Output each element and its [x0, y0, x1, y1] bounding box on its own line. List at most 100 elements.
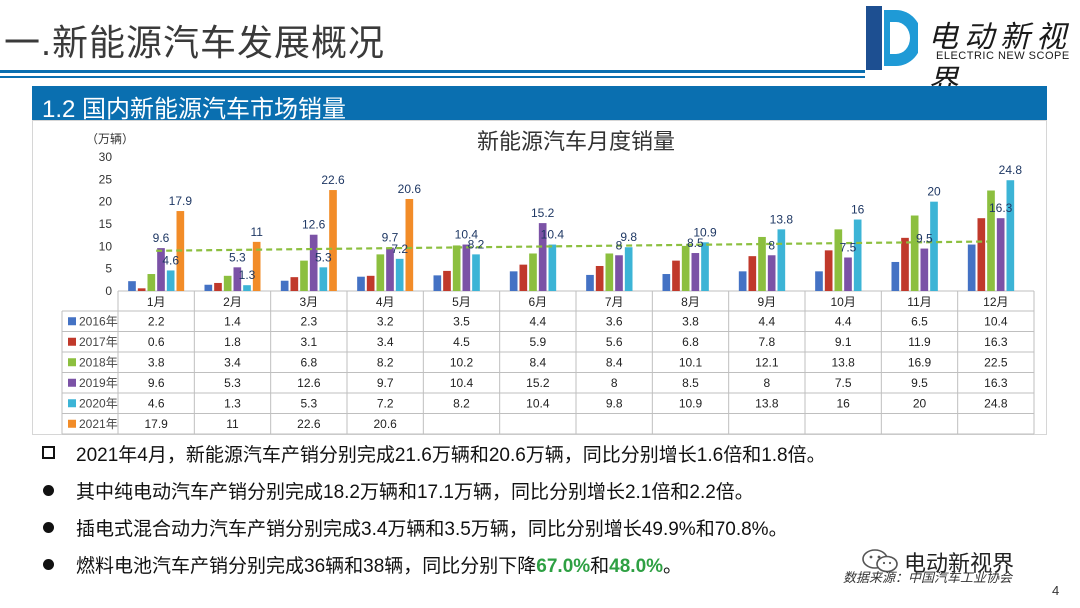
table-cell: 22.6	[297, 417, 321, 431]
data-label: 8	[616, 238, 623, 252]
legend-swatch	[68, 337, 76, 346]
dot-bullet-icon	[43, 522, 54, 533]
dot-bullet-icon	[43, 559, 54, 570]
bar	[443, 270, 451, 291]
table-cell: 10.4	[450, 376, 474, 390]
data-label: 9.6	[153, 231, 170, 245]
bar	[290, 277, 299, 291]
bar	[366, 275, 375, 291]
bar	[300, 260, 308, 291]
data-label: 5.3	[315, 250, 332, 264]
table-cell: 16.3	[984, 335, 1008, 349]
table-cell: 5.9	[529, 335, 546, 349]
y-tick-label: 20	[99, 195, 113, 209]
bar	[357, 276, 365, 291]
bar	[137, 288, 146, 291]
bar	[910, 215, 919, 291]
bar	[529, 253, 537, 291]
table-cell: 11	[226, 417, 239, 431]
bar	[662, 274, 671, 291]
slide-header: 一.新能源汽车发展概况	[0, 0, 1080, 80]
table-cell: 5.3	[300, 396, 317, 410]
bar	[758, 236, 766, 291]
table-cell: 15.2	[526, 376, 550, 390]
table-cell: 8.4	[606, 355, 623, 369]
table-cell: 11.9	[908, 335, 931, 349]
bar	[538, 223, 547, 291]
logo-wordmark: 电动新视界	[928, 20, 1072, 99]
table-cell: 0.6	[148, 335, 165, 349]
bar	[595, 265, 604, 291]
table-cell: 10.9	[679, 396, 703, 410]
table-cell: 8	[763, 376, 770, 390]
table-cell: 16.3	[984, 376, 1008, 390]
legend-swatch	[68, 378, 76, 387]
table-cell: 5.3	[224, 376, 241, 390]
bar	[405, 198, 414, 291]
x-tick-label: 10月	[830, 295, 855, 309]
table-cell: 3.5	[453, 314, 470, 328]
x-tick-label: 1月	[147, 295, 166, 309]
data-label: 11	[250, 225, 263, 239]
legend-swatch	[68, 358, 76, 367]
bar	[472, 254, 480, 291]
data-label: 9.8	[620, 230, 637, 244]
legend-label: 2020年	[79, 396, 118, 410]
data-label: 10.9	[693, 225, 717, 239]
table-cell: 7.8	[758, 335, 775, 349]
data-label: 24.8	[999, 163, 1023, 177]
bar	[395, 258, 404, 291]
table-cell: 12.1	[755, 355, 779, 369]
bar	[243, 285, 251, 291]
highlight-value: 48.0%	[609, 556, 664, 577]
data-label: 9.7	[382, 231, 399, 245]
table-cell: 22.5	[984, 355, 1008, 369]
legend-label: 2021年	[79, 417, 118, 431]
bar	[452, 245, 461, 291]
bar	[681, 245, 690, 291]
bar	[252, 241, 261, 291]
bar	[128, 281, 136, 291]
table-cell: 12.6	[297, 376, 321, 390]
y-tick-label: 25	[99, 172, 113, 186]
bar	[738, 271, 747, 291]
bar	[844, 257, 852, 291]
x-tick-label: 9月	[757, 295, 776, 309]
x-tick-label: 5月	[452, 295, 471, 309]
bar	[834, 229, 843, 291]
y-tick-label: 15	[99, 217, 113, 231]
table-cell: 1.4	[224, 314, 241, 328]
bullet-text: 2021年4月，新能源汽车产销分别完成21.6万辆和20.6万辆，同比分别增长1…	[76, 440, 826, 467]
bar	[967, 244, 976, 291]
y-tick-label: 5	[105, 262, 112, 276]
table-cell: 9.8	[606, 396, 623, 410]
data-label: 5.3	[229, 250, 246, 264]
table-cell: 8	[611, 376, 618, 390]
bullet-segment: 。	[663, 556, 683, 577]
table-cell: 6.8	[682, 335, 699, 349]
logo-subtitle: ELECTRIC NEW SCOPE	[936, 50, 1070, 62]
data-label: 20.6	[398, 182, 422, 196]
bullet-item: 其中纯电动汽车产销分别完成18.2万辆和17.1万辆，同比分别增长2.1倍和2.…	[42, 475, 1042, 512]
bar	[930, 201, 938, 291]
header-rule	[0, 70, 865, 73]
bar	[309, 234, 318, 291]
legend-label: 2019年	[79, 376, 118, 390]
table-cell: 1.3	[224, 396, 241, 410]
chart-title: 新能源汽车月度销量	[477, 129, 675, 154]
data-label: 16	[851, 203, 865, 217]
table-cell: 8.5	[682, 376, 699, 390]
legend-label: 2016年	[79, 314, 118, 328]
bar	[815, 271, 823, 291]
bullet-segment: 插电式混合动力汽车产销分别完成3.4万辆和3.5万辆，同比分别增长49.9%和7…	[76, 519, 788, 540]
bullet-segment: 其中纯电动汽车产销分别完成18.2万辆和17.1万辆，同比分别增长2.1倍和2.…	[76, 482, 754, 503]
bar	[462, 244, 471, 291]
data-label: 10.4	[455, 228, 479, 242]
data-label: 13.8	[770, 212, 794, 226]
x-tick-label: 7月	[605, 295, 624, 309]
trendline	[156, 240, 996, 252]
table-cell: 4.4	[529, 314, 546, 328]
x-tick-label: 12月	[983, 295, 1008, 309]
table-cell: 3.4	[377, 335, 394, 349]
bullet-list: 2021年4月，新能源汽车产销分别完成21.6万辆和20.6万辆，同比分别增长1…	[42, 438, 1042, 586]
